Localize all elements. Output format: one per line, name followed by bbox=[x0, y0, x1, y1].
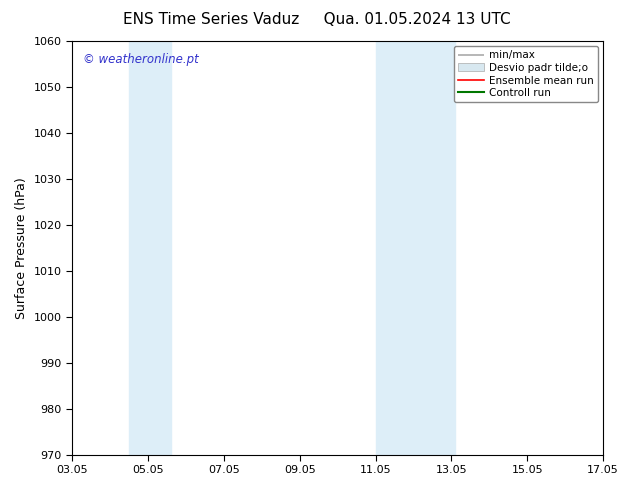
Y-axis label: Surface Pressure (hPa): Surface Pressure (hPa) bbox=[15, 177, 28, 318]
Text: © weatheronline.pt: © weatheronline.pt bbox=[82, 53, 198, 67]
Bar bbox=[129, 41, 171, 455]
Text: ENS Time Series Vaduz     Qua. 01.05.2024 13 UTC: ENS Time Series Vaduz Qua. 01.05.2024 13… bbox=[123, 12, 511, 27]
Bar bbox=[375, 41, 455, 455]
Legend: min/max, Desvio padr tilde;o, Ensemble mean run, Controll run: min/max, Desvio padr tilde;o, Ensemble m… bbox=[453, 46, 598, 102]
